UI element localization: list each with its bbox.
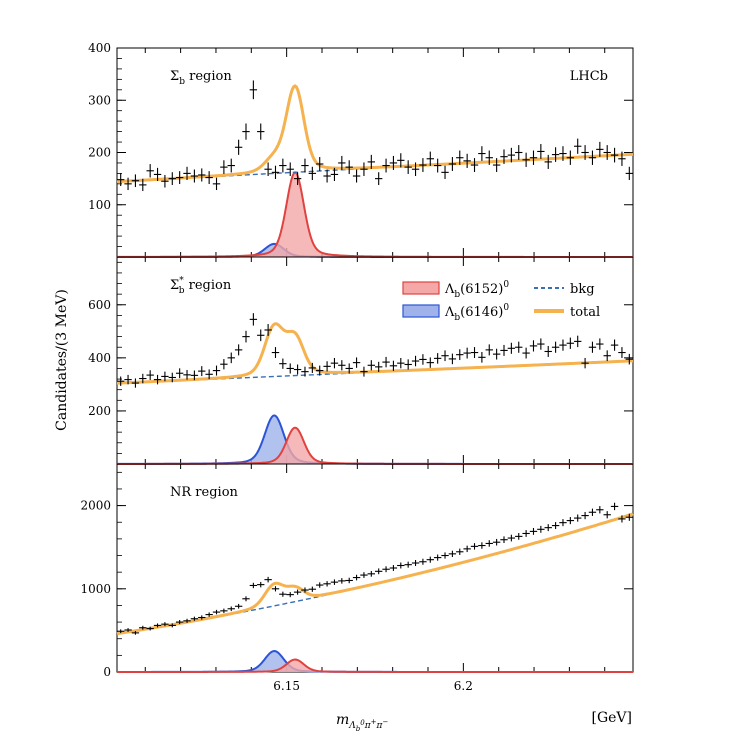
experiment-label: LHCb (570, 69, 608, 84)
y-tick-label: 400 (88, 41, 111, 55)
signal-6146-fill (117, 243, 633, 257)
legend-swatch-lb6152 (402, 281, 440, 295)
y-tick-label: 2000 (80, 499, 111, 513)
panel-label: NR region (170, 485, 239, 500)
legend-label-bkg: bkg (570, 282, 595, 297)
signal-6152-line (117, 658, 633, 673)
y-tick-label: 200 (88, 404, 111, 418)
y-tick-label: 300 (88, 93, 111, 107)
signal-6152-fill (117, 427, 633, 464)
x-axis-unit: [GeV] (591, 710, 632, 726)
y-tick-label: 0 (103, 665, 111, 679)
total-curve (116, 322, 634, 385)
y-tick-label: 100 (88, 198, 111, 212)
signal-6152-line (117, 426, 633, 465)
y-tick-label: 1000 (80, 582, 111, 596)
total-curve (116, 84, 634, 184)
signal-6152-fill (117, 659, 633, 672)
panel-label: Σ* b region (170, 276, 232, 296)
legend: Λb(6152)0 Λb(6146)0 bkg total (402, 280, 600, 323)
y-tick-label: 200 (88, 146, 111, 160)
x-axis-title: mΛb0π+π− (336, 712, 388, 733)
signal-6146-line (117, 414, 633, 465)
signal-6146-fill (117, 415, 633, 464)
y-tick-label: 400 (88, 351, 111, 365)
panel-3: 0 1000 2000 NR region (80, 463, 634, 679)
x-tick-label: 6.2 (454, 679, 473, 693)
x-tick-label: 6.15 (273, 679, 300, 693)
legend-swatch-lb6146 (402, 304, 440, 318)
signal-6146-fill (117, 651, 633, 672)
signal-6146-line (116, 242, 633, 258)
legend-label-lb6146: Λb(6146)0 (444, 303, 509, 323)
signal-6152-fill (117, 172, 633, 257)
total-curve (116, 512, 634, 636)
panel-label: Σb region (170, 69, 232, 87)
legend-label-total: total (570, 305, 600, 320)
panels-group: 100 200 300 400 Σb region 200 400 600 Σ* b region… (80, 41, 634, 693)
legend-label-lb6152: Λb(6152)0 (444, 280, 509, 300)
y-tick-label: 600 (88, 298, 111, 312)
signal-6146-line (117, 650, 633, 673)
y-axis-title: Candidates/(3 MeV) (54, 289, 70, 431)
signal-6152-line (117, 171, 633, 258)
panel-1: 100 200 300 400 Σb region (88, 41, 634, 258)
